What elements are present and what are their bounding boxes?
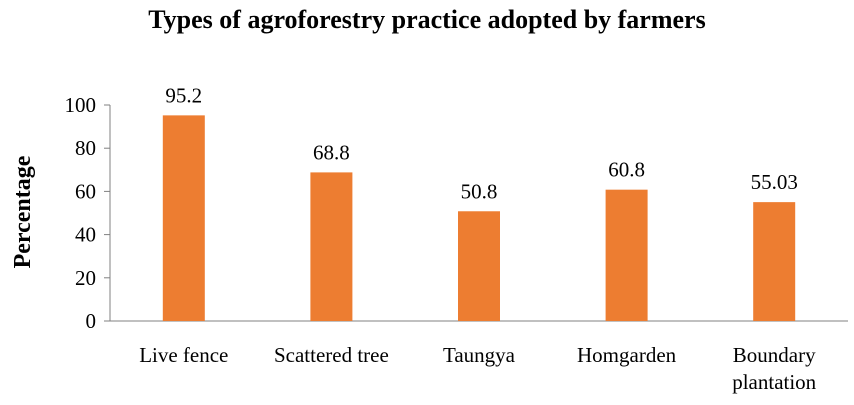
x-category-label: Taungya <box>443 343 516 367</box>
data-label: 50.8 <box>461 179 498 203</box>
data-label: 68.8 <box>313 140 350 164</box>
x-category-label: Scattered tree <box>274 343 389 367</box>
x-category-label: plantation <box>732 370 816 394</box>
y-tick-label: 60 <box>75 179 96 203</box>
y-tick-label: 20 <box>75 266 96 290</box>
y-axis-label: Percentage <box>10 155 36 268</box>
x-category-label: Live fence <box>139 343 228 367</box>
bar <box>162 115 205 321</box>
bar <box>310 172 353 321</box>
bar <box>605 189 648 321</box>
y-tick-label: 80 <box>75 136 96 160</box>
x-category-label: Boundary <box>733 343 816 367</box>
x-category-label: Homgarden <box>577 343 677 367</box>
data-label: 55.03 <box>751 170 798 194</box>
bar <box>458 211 500 321</box>
bar <box>753 202 796 321</box>
data-label: 60.8 <box>608 158 645 182</box>
y-tick-label: 100 <box>65 93 97 117</box>
plot-area: 0 20 40 60 80 100 95.2 Live fence 68.8 Scattered … <box>65 83 848 394</box>
y-tick-label: 0 <box>86 309 97 333</box>
data-label: 95.2 <box>165 83 202 107</box>
y-tick-label: 40 <box>75 223 96 247</box>
chart-title: Types of agroforestry practice adopted b… <box>148 5 705 34</box>
